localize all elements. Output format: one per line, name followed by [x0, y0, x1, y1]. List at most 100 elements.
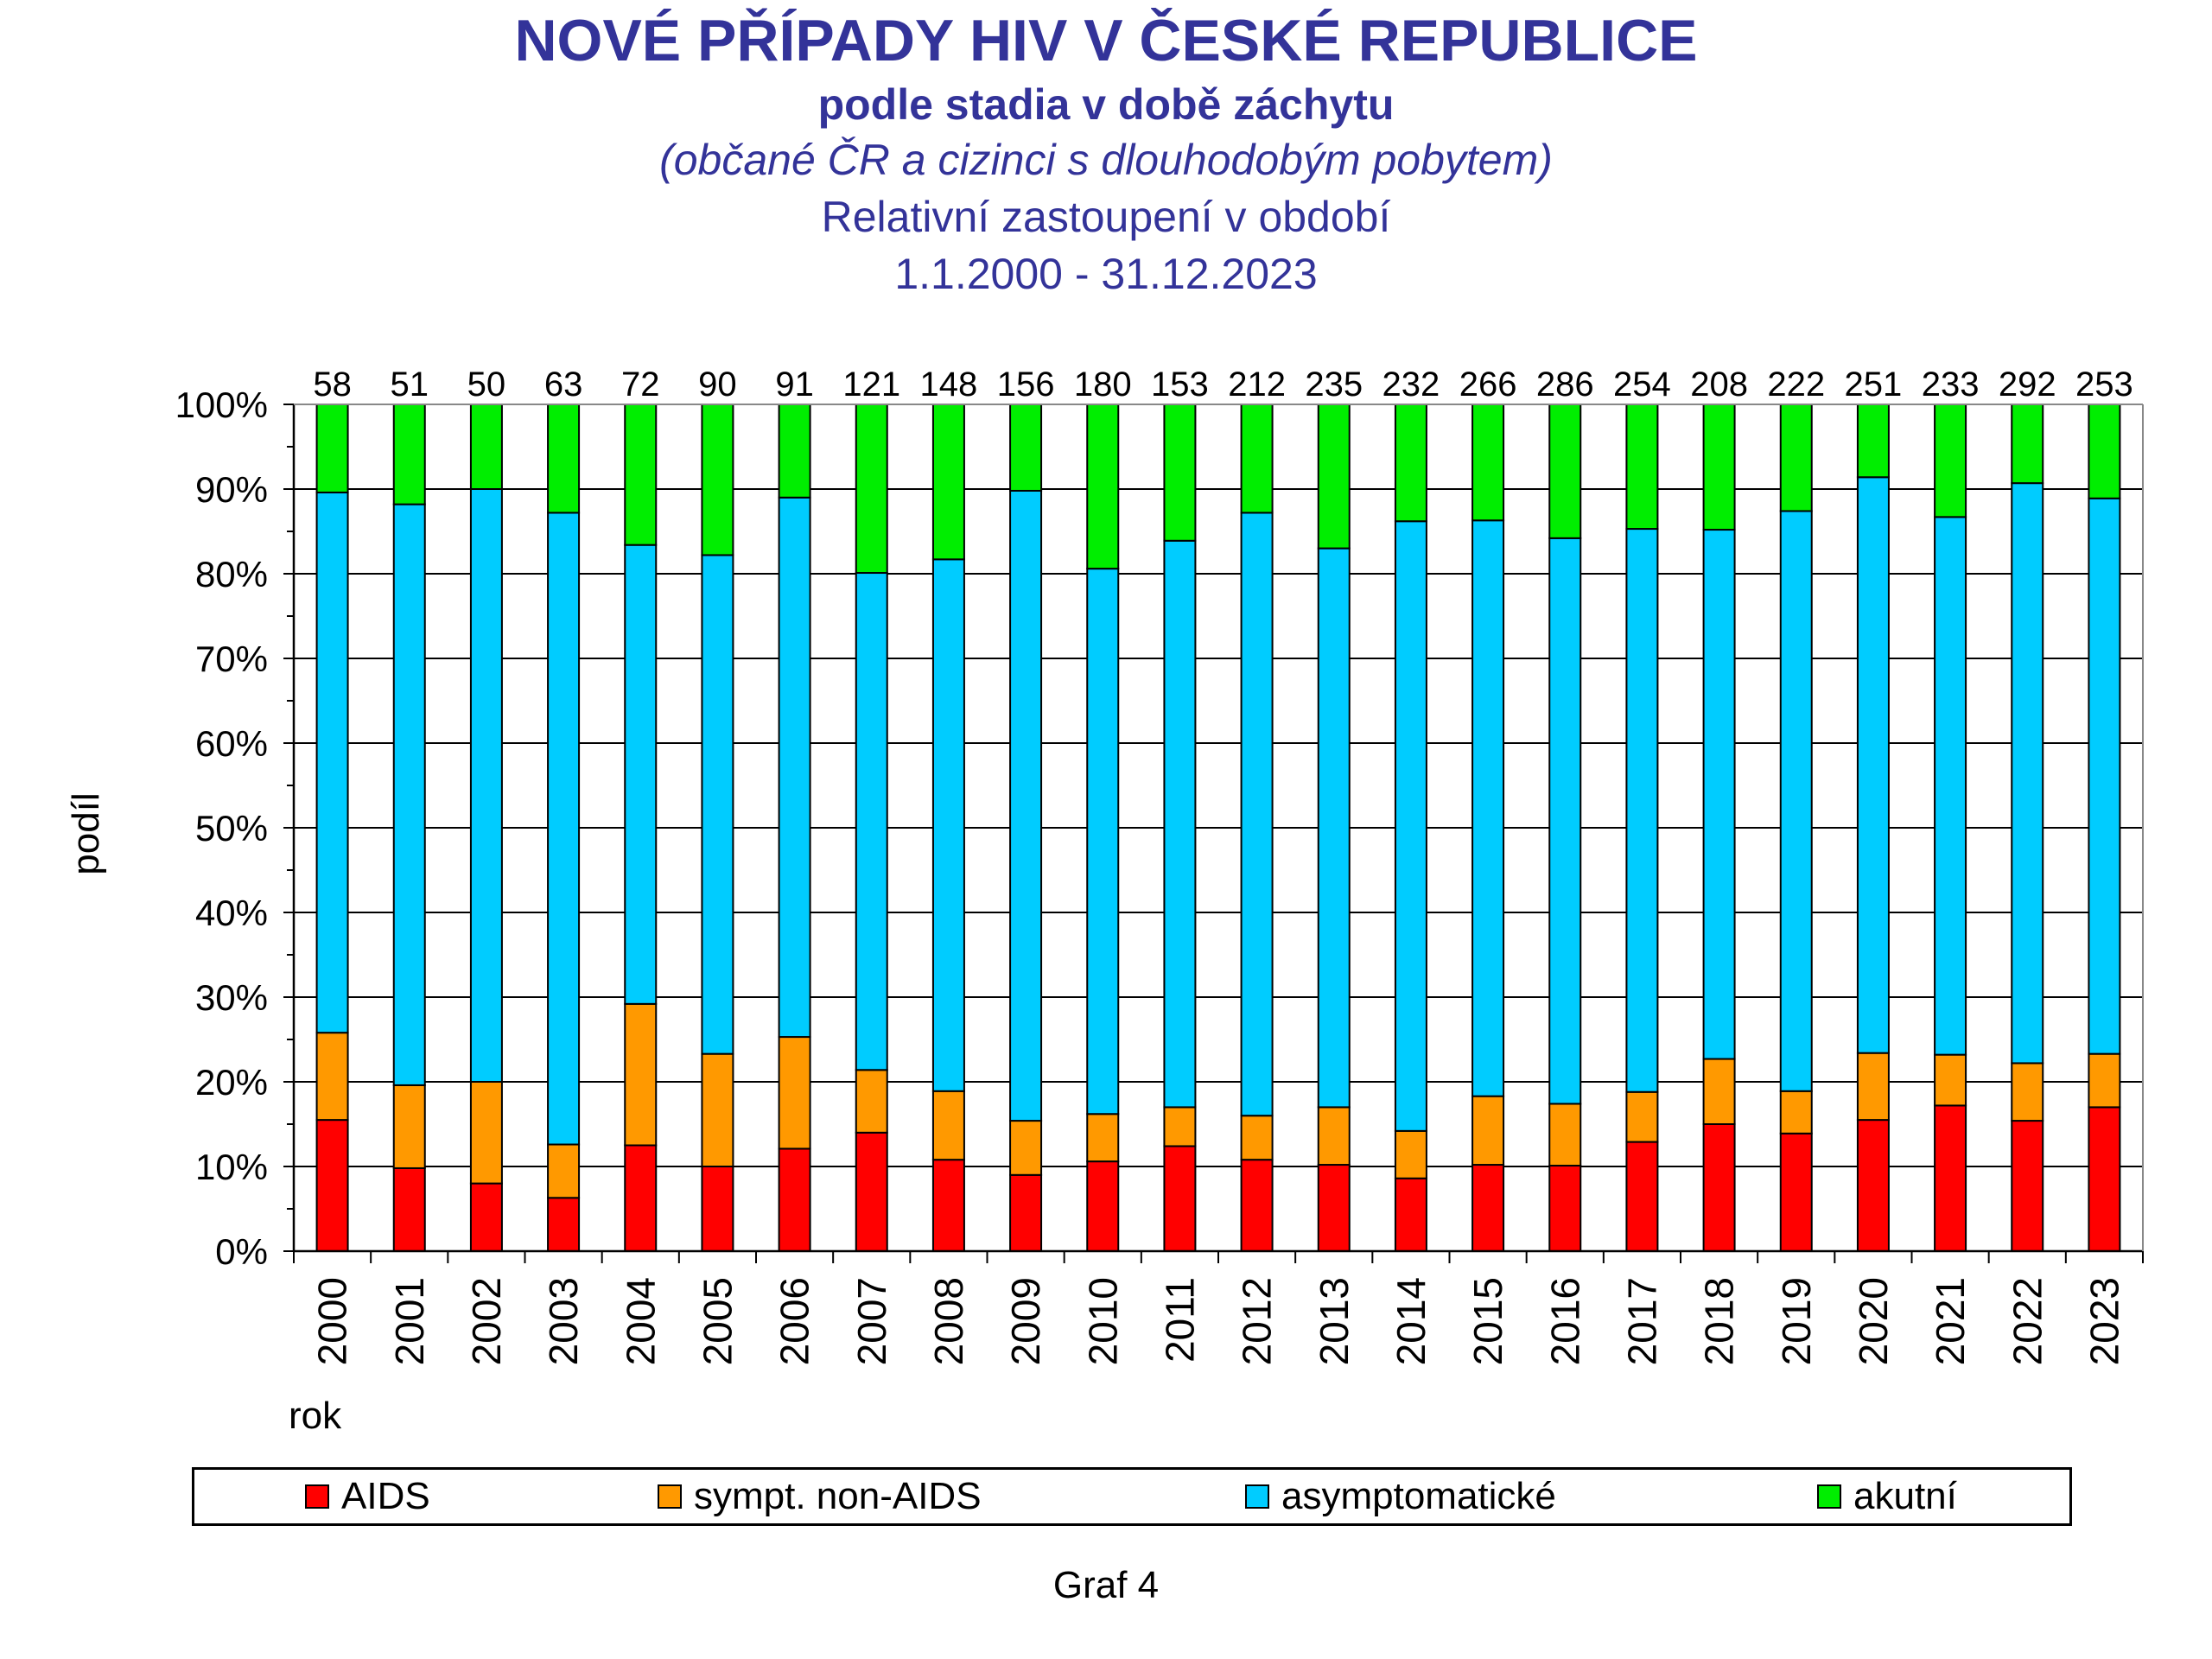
bar-segment-sympt-non-aids: [392, 1084, 426, 1169]
bar-segment-asymptomatick-: [624, 543, 658, 1005]
bar-segment-akutn-: [1548, 404, 1582, 539]
bar-segment-aids: [1394, 1177, 1427, 1252]
y-tick-label: 70%: [195, 639, 268, 679]
bar-segment-asymptomatick-: [1471, 519, 1505, 1097]
x-tick-label: 2004: [618, 1277, 663, 1365]
bar-segment-aids: [1548, 1165, 1582, 1253]
bar-segment-akutn-: [1702, 404, 1736, 531]
legend-label-sympt-non-aids: sympt. non-AIDS: [694, 1475, 982, 1517]
chart-subtitle-date-range: 1.1.2000 - 31.12.2023: [894, 250, 1318, 298]
bar-segment-akutn-: [315, 404, 349, 493]
legend-item-sympt-non-aids: sympt. non-AIDS: [658, 1470, 982, 1523]
bar-segment-akutn-: [778, 404, 811, 499]
bar-segment-akutn-: [2011, 404, 2044, 485]
legend-item-aids: AIDS: [305, 1470, 430, 1523]
bar-segment-sympt-non-aids: [1394, 1129, 1427, 1179]
bar-segment-aids: [931, 1159, 965, 1253]
x-tick-label: 2022: [2005, 1277, 2050, 1365]
bar-total-label: 180: [1074, 365, 1132, 404]
bar-segment-akutn-: [1317, 404, 1351, 550]
bar-segment-asymptomatick-: [778, 496, 811, 1039]
bar-segment-aids: [1317, 1164, 1351, 1253]
bar-segment-sympt-non-aids: [1471, 1095, 1505, 1166]
x-tick-label: 2007: [849, 1277, 894, 1365]
bar-segment-asymptomatick-: [1317, 547, 1351, 1109]
bar-total-label: 51: [391, 365, 429, 404]
bar-segment-aids: [2011, 1120, 2044, 1252]
legend-label-asymptomaticke: asymptomatické: [1281, 1475, 1556, 1517]
chart-subtitle-italic: (občané ČR a cizinci s dlouhodobým pobyt…: [659, 136, 1553, 184]
bar-segment-asymptomatick-: [1240, 512, 1274, 1117]
bar-segment-asymptomatick-: [701, 554, 734, 1055]
bar-segment-aids: [855, 1131, 888, 1253]
legend-label-aids: AIDS: [341, 1475, 430, 1517]
bar-total-label: 91: [775, 365, 814, 404]
bar-total-label: 222: [1767, 365, 1825, 404]
bar-total-label: 148: [920, 365, 978, 404]
bar-total-label: 156: [997, 365, 1055, 404]
bar-total-label: 292: [1999, 365, 2056, 404]
bar-segment-aids: [2088, 1106, 2121, 1253]
y-tick-label: 80%: [195, 554, 268, 594]
bar-segment-aids: [1086, 1160, 1120, 1252]
y-tick-label: 0%: [215, 1231, 268, 1272]
bar-segment-akutn-: [624, 404, 658, 546]
x-axis-label: rok: [289, 1395, 342, 1437]
bar-segment-sympt-non-aids: [2011, 1062, 2044, 1122]
x-tick-label: 2016: [1542, 1277, 1587, 1365]
bar-segment-asymptomatick-: [855, 572, 888, 1071]
x-tick-label: 2005: [695, 1277, 740, 1365]
bar-segment-aids: [392, 1166, 426, 1252]
chart-title: NOVÉ PŘÍPADY HIV V ČESKÉ REPUBLICE: [514, 8, 1698, 73]
bar-segment-sympt-non-aids: [1856, 1052, 1890, 1122]
bar-segment-asymptomatick-: [1702, 529, 1736, 1060]
bar-segment-akutn-: [1625, 404, 1659, 531]
y-tick-label: 40%: [195, 893, 268, 933]
bar-total-label: 286: [1536, 365, 1594, 404]
x-tick-label: 2003: [541, 1277, 586, 1365]
bar-segment-akutn-: [1009, 404, 1043, 492]
bar-total-label: 251: [1845, 365, 1903, 404]
x-tick-label: 2009: [1003, 1277, 1048, 1365]
bar-total-label: 208: [1690, 365, 1748, 404]
bar-segment-asymptomatick-: [1009, 489, 1043, 1122]
x-tick-label: 2023: [2082, 1277, 2126, 1365]
bar-total-label: 63: [544, 365, 583, 404]
x-tick-label: 2020: [1851, 1277, 1896, 1365]
y-tick-label: 20%: [195, 1062, 268, 1103]
bar-segment-aids: [624, 1144, 658, 1252]
bar-segment-sympt-non-aids: [701, 1052, 734, 1168]
y-tick-label: 10%: [195, 1147, 268, 1187]
x-tick-label: 2000: [310, 1277, 355, 1365]
x-tick-label: 2011: [1157, 1277, 1202, 1363]
bar-segment-asymptomatick-: [1548, 537, 1582, 1105]
bar-segment-aids: [315, 1119, 349, 1252]
bar-segment-akutn-: [1163, 404, 1197, 542]
bar-segment-aids: [1934, 1104, 1967, 1252]
x-tick-label: 2008: [926, 1277, 971, 1365]
bar-total-label: 72: [621, 365, 660, 404]
bar-total-label: 153: [1151, 365, 1209, 404]
bar-segment-sympt-non-aids: [855, 1069, 888, 1134]
bar-segment-aids: [1009, 1173, 1043, 1253]
bar-segment-asymptomatick-: [1086, 568, 1120, 1116]
x-tick-label: 2021: [1928, 1277, 1973, 1365]
legend-item-asymptomaticke: asymptomatické: [1245, 1470, 1556, 1523]
y-tick-label: 60%: [195, 723, 268, 764]
y-axis-label: podíl: [65, 792, 107, 875]
bar-total-label: 253: [2075, 365, 2133, 404]
legend-swatch-asymptomaticke: [1245, 1484, 1269, 1509]
bar-segment-sympt-non-aids: [778, 1036, 811, 1150]
bar-segment-aids: [1163, 1145, 1197, 1252]
legend-item-akutni: akutní: [1817, 1470, 1957, 1523]
bar-segment-asymptomatick-: [2011, 482, 2044, 1065]
x-tick-label: 2017: [1619, 1277, 1664, 1365]
x-tick-label: 2002: [464, 1277, 509, 1365]
bar-segment-akutn-: [931, 404, 965, 561]
bar-segment-sympt-non-aids: [624, 1002, 658, 1147]
bar-segment-sympt-non-aids: [469, 1081, 503, 1185]
legend-swatch-aids: [305, 1484, 329, 1509]
bar-segment-sympt-non-aids: [1702, 1058, 1736, 1126]
x-tick-label: 2010: [1080, 1277, 1125, 1365]
